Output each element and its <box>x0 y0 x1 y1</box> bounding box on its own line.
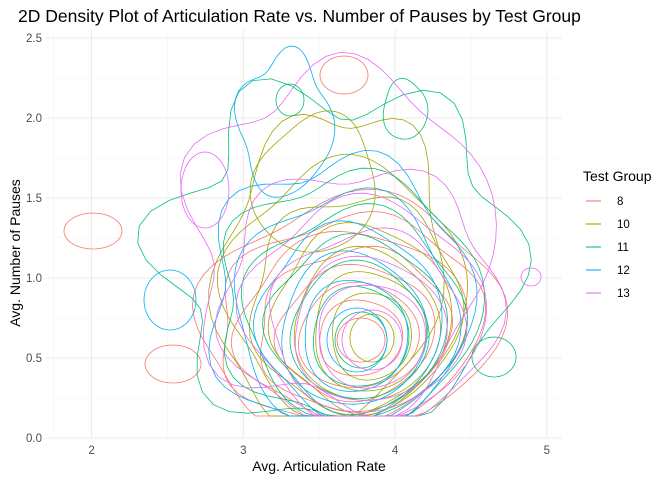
contour-line <box>341 309 403 371</box>
y-tick-label: 2.0 <box>26 113 42 125</box>
density-contours <box>63 45 542 417</box>
contour-line <box>318 284 427 389</box>
contour-line <box>332 292 412 381</box>
contour-line <box>240 203 468 417</box>
contour-line <box>137 78 532 417</box>
legend-label: 12 <box>617 265 630 277</box>
x-tick-label: 5 <box>544 445 550 457</box>
contour-line <box>275 83 305 117</box>
contour-line <box>336 317 386 363</box>
contour-line <box>382 77 429 140</box>
legend: Test Group 8 10 11 12 13 <box>583 168 652 300</box>
y-axis-ticks: 0.0 0.5 1.0 1.5 2.0 2.5 <box>26 33 42 445</box>
contour-line <box>326 307 388 373</box>
contour-line <box>179 51 497 417</box>
legend-item-10: 10 <box>586 219 630 231</box>
x-tick-label: 4 <box>392 445 399 457</box>
contour-line <box>294 255 448 401</box>
contour-line <box>235 192 487 417</box>
contour-line <box>262 233 448 416</box>
contour-line <box>180 151 230 229</box>
contour-line <box>319 55 369 95</box>
x-tick-label: 2 <box>88 445 94 457</box>
legend-label: 11 <box>617 242 629 254</box>
y-axis-title: Avg. Number of Pauses <box>7 179 23 327</box>
contour-line <box>222 210 486 417</box>
legend-item-13: 13 <box>586 288 630 300</box>
y-tick-label: 0.0 <box>26 433 42 445</box>
contour-line <box>289 259 430 400</box>
contour-line <box>234 45 336 198</box>
legend-items: 8 10 11 12 13 <box>586 196 630 300</box>
contour-line <box>304 280 409 392</box>
contour-line <box>253 220 443 417</box>
contour-line <box>471 336 517 378</box>
y-tick-label: 1.0 <box>26 273 42 285</box>
legend-title: Test Group <box>583 168 652 184</box>
contour-line <box>293 245 441 401</box>
contour-line <box>297 281 420 388</box>
legend-item-12: 12 <box>586 265 630 277</box>
x-axis-ticks: 2 3 4 5 <box>88 445 550 457</box>
contour-line <box>273 263 436 403</box>
y-tick-label: 0.5 <box>26 353 42 365</box>
legend-label: 10 <box>617 219 630 231</box>
contour-line <box>334 311 388 369</box>
contour-line <box>315 271 427 392</box>
y-tick-label: 2.5 <box>26 33 42 45</box>
contour-line <box>249 110 376 253</box>
contour-group-13 <box>179 51 542 417</box>
contour-line <box>267 222 453 416</box>
contour-line <box>192 188 508 417</box>
contour-line <box>269 227 468 413</box>
contour-line <box>63 212 123 250</box>
contour-line <box>216 154 469 417</box>
contour-line <box>233 187 462 417</box>
contour-line <box>144 344 202 384</box>
grid <box>46 30 562 439</box>
legend-item-8: 8 <box>586 196 623 208</box>
legend-label: 13 <box>617 288 630 300</box>
contour-line <box>312 286 410 387</box>
contour-line <box>520 267 542 287</box>
contour-line <box>281 250 428 405</box>
x-tick-label: 3 <box>240 445 246 457</box>
contour-line <box>248 196 465 417</box>
contour-line <box>349 313 395 363</box>
y-tick-label: 1.5 <box>26 193 42 205</box>
contour-line <box>143 269 197 331</box>
legend-label: 8 <box>617 196 623 208</box>
contour-line <box>214 168 507 417</box>
x-axis-title: Avg. Articulation Rate <box>252 458 386 474</box>
legend-item-11: 11 <box>586 242 629 254</box>
chart-title: 2D Density Plot of Articulation Rate vs.… <box>18 6 581 26</box>
